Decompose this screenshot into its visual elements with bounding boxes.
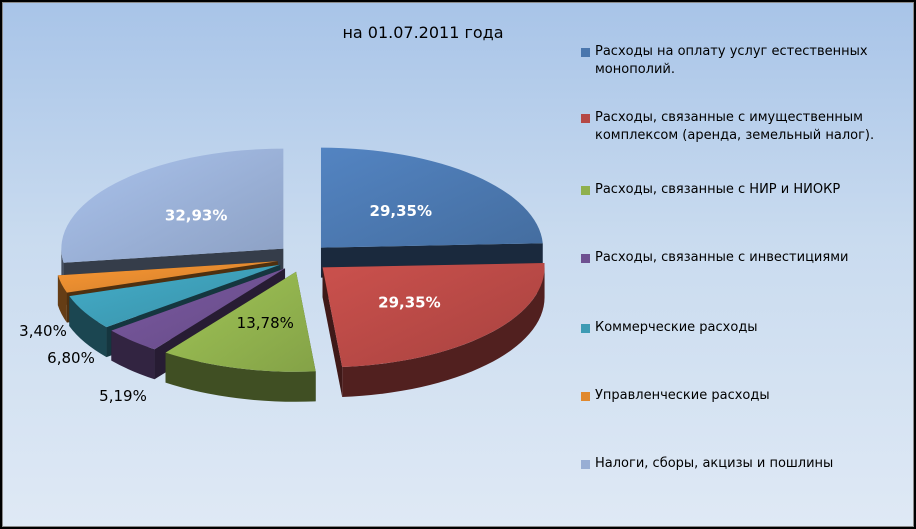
slice-top-1 [320, 147, 543, 248]
legend-swatch [581, 460, 590, 469]
legend-swatch [581, 114, 590, 123]
slice-rim-3 [165, 352, 316, 402]
slice-top-5 [69, 264, 281, 328]
legend-label: Расходы, связанные с НИР и НИОКР [595, 182, 841, 197]
slice-rim-2 [342, 267, 545, 398]
slice-top-6 [57, 261, 278, 293]
legend-swatch [581, 48, 590, 57]
slice-label-5: 6,80% [47, 349, 95, 367]
legend-label: Коммерческие расходы [595, 320, 758, 335]
chart-title: на 01.07.2011 года [342, 23, 504, 42]
slice-top-4 [111, 268, 286, 350]
legend-swatch [581, 324, 590, 333]
slice-top-2 [322, 262, 545, 368]
slice-label-4: 5,19% [99, 387, 147, 405]
legend-swatch [581, 254, 590, 263]
pie-slice-3 [165, 271, 316, 402]
pie-chart: 29,35% 29,35% 13,78% 5,19% 6,80% 3,40% 32,93% [19, 147, 545, 405]
slice-label-3: 13,78% [237, 314, 294, 332]
slice-top-3 [165, 271, 316, 372]
legend-label: Налоги, сборы, акцизы и пошлины [595, 456, 834, 471]
legend-swatch [581, 392, 590, 401]
slice-label-7: 32,93% [165, 207, 227, 225]
slice-label-1: 29,35% [370, 202, 432, 220]
slice-wall-2-1 [322, 267, 343, 398]
legend-label: Расходы на оплату услуг естественных мон… [595, 44, 868, 77]
slice-label-2: 29,35% [378, 294, 440, 312]
legend-label: Управленческие расходы [595, 388, 770, 403]
slice-rim-5 [69, 296, 107, 358]
legend-label: Расходы, связанные с имущественным компл… [595, 110, 875, 143]
slice-rim-4 [111, 330, 155, 380]
pie-slice-2 [322, 262, 545, 398]
legend-label: Расходы, связанные с инвестициями [595, 250, 849, 265]
legend-swatch [581, 186, 590, 195]
slice-label-6: 3,40% [19, 322, 67, 340]
slice-rim-6 [57, 275, 67, 323]
slice-top-7 [61, 148, 284, 263]
